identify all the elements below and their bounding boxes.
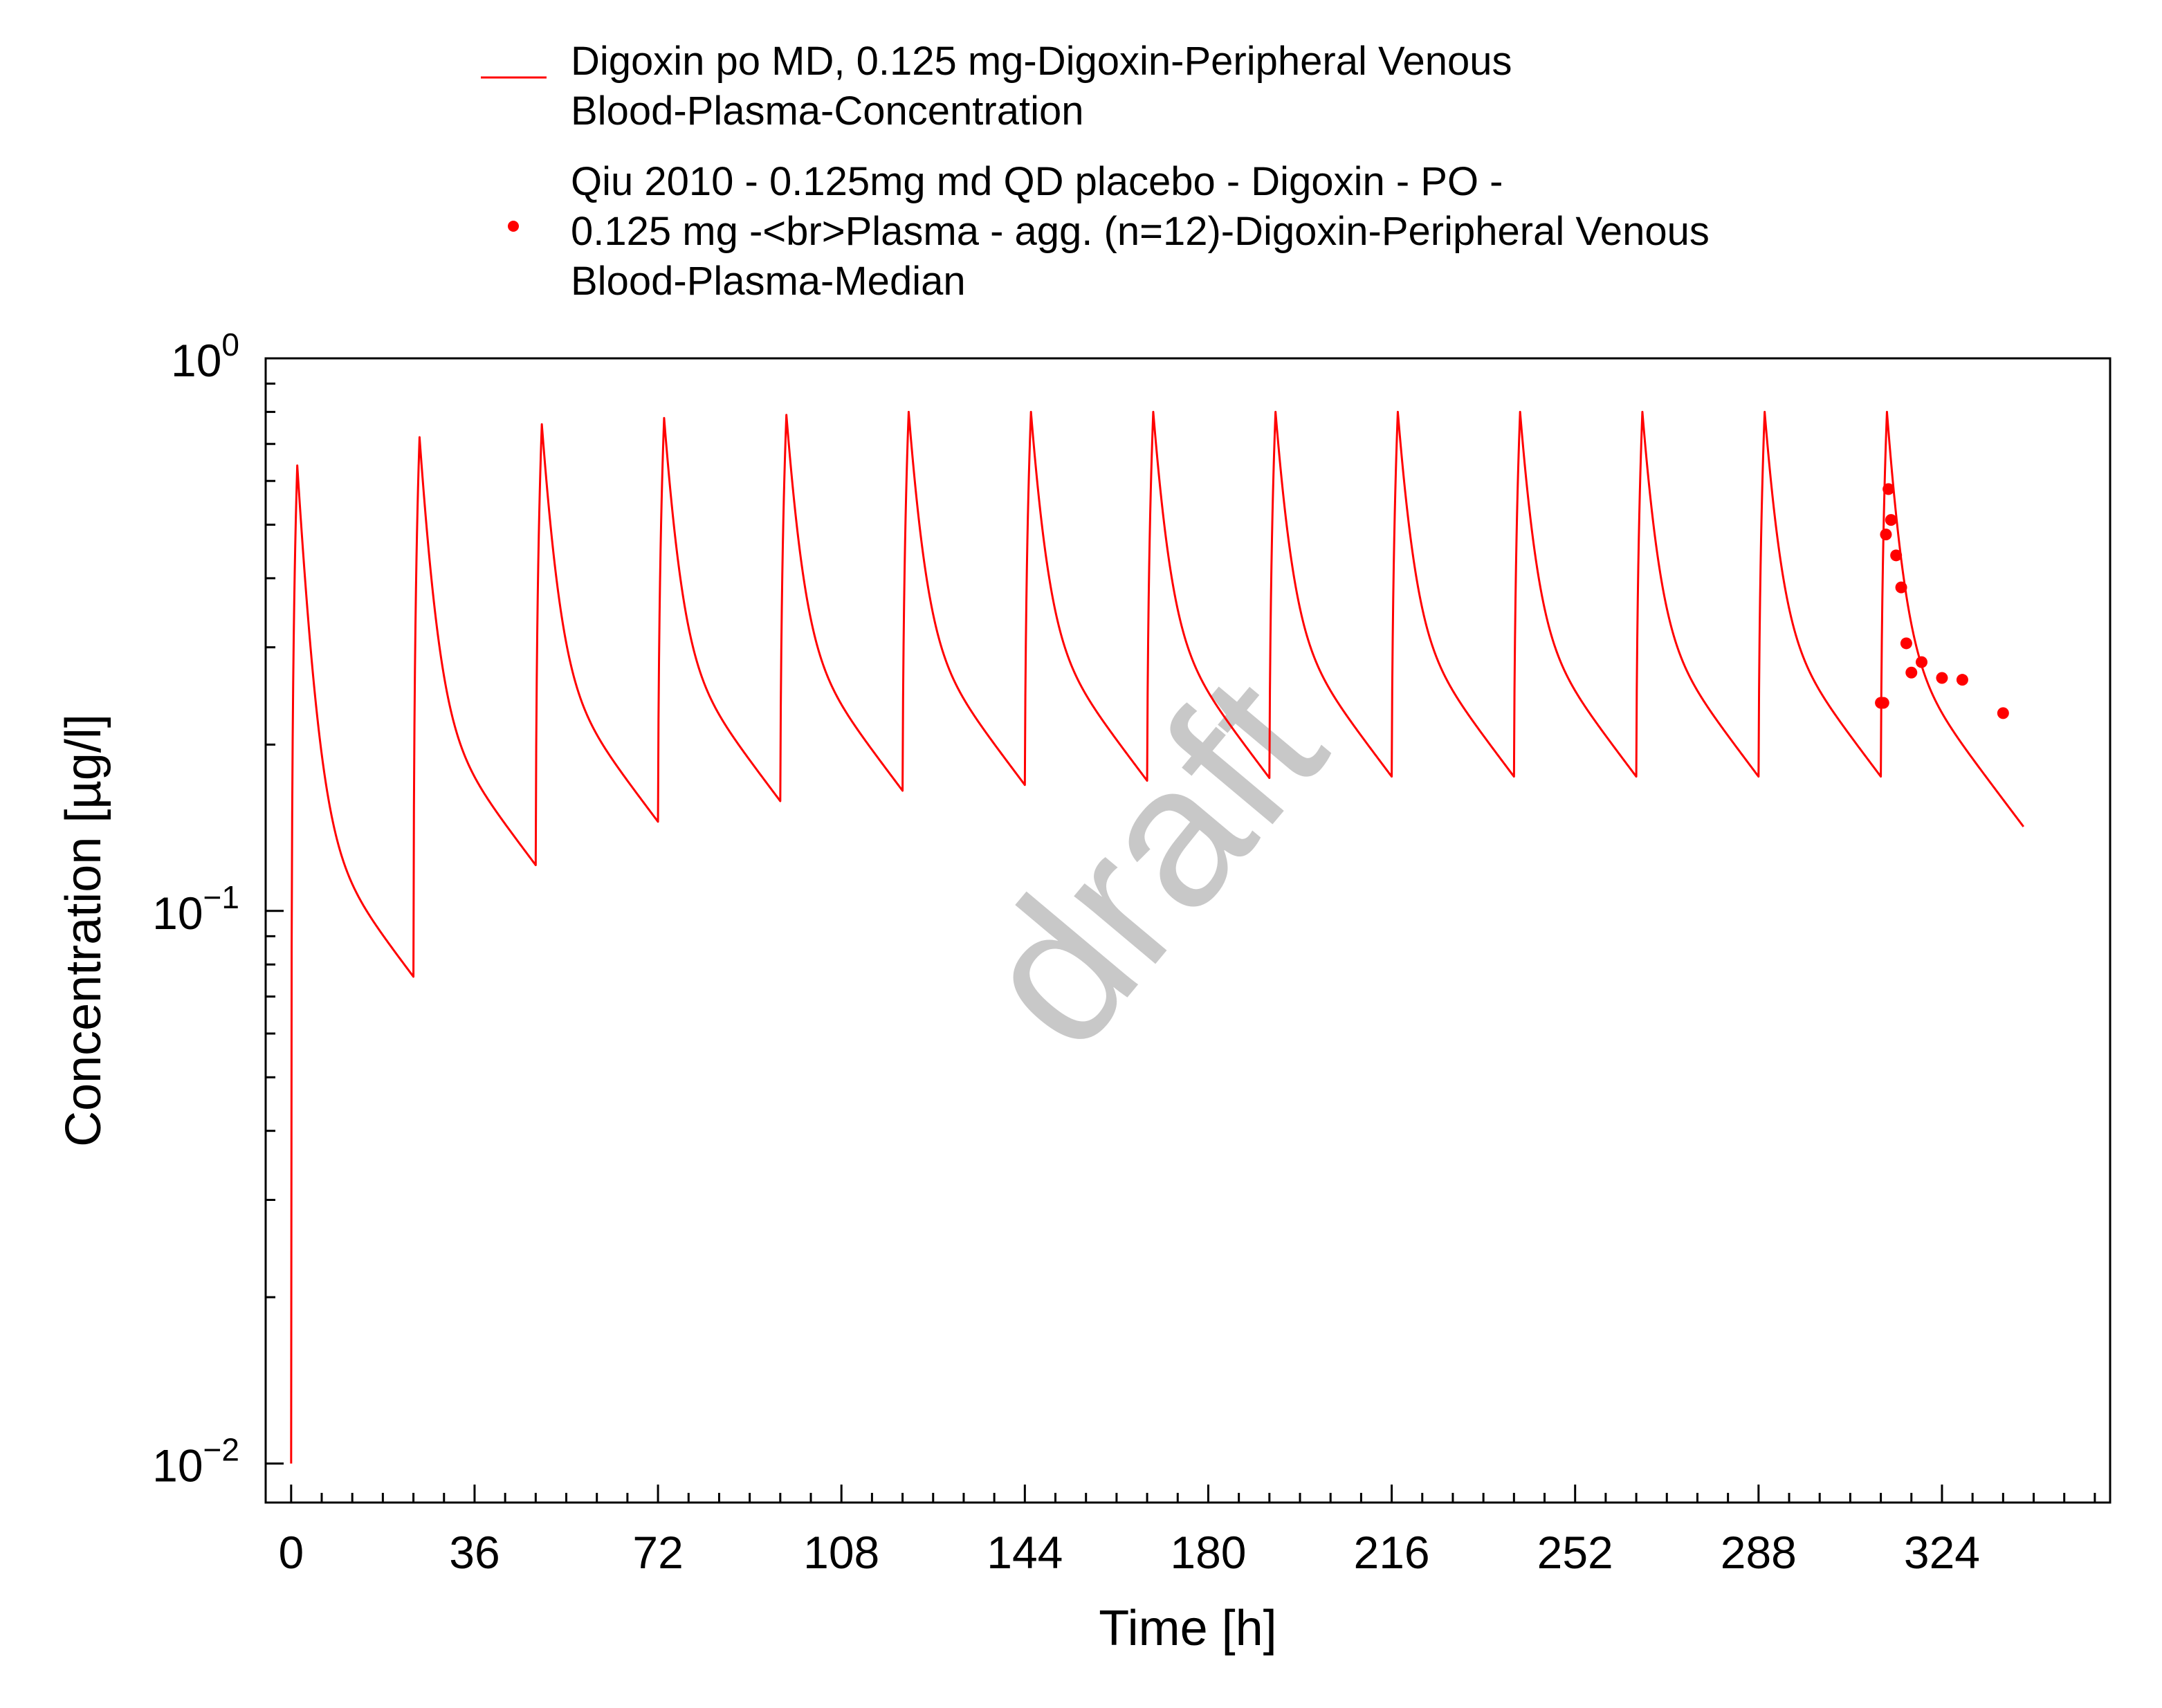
series-layer [290,410,2024,1464]
plot-area [264,357,2111,1504]
x-tick-label: 108 [803,1527,879,1578]
simulated-concentration-line [290,410,2024,1464]
x-tick-label: 180 [1170,1527,1246,1578]
observed-data-point [1877,697,1889,709]
observed-data-point [1882,483,1895,495]
observed-data-point [1916,656,1928,668]
legend-marker-swatch [508,221,519,232]
observed-data-point [1880,529,1892,541]
x-axis-label: Time [h] [1099,1601,1276,1656]
legend-entry-line-1: Digoxin po MD, 0.125 mg-Digoxin-Peripher… [571,39,1512,84]
observed-data-point [1885,514,1897,526]
y-axis-label: Concentration [µg/l] [56,714,111,1147]
legend-entry-scatter-1: Qiu 2010 - 0.125mg md QD placebo - Digox… [571,159,1503,204]
legend-entry-scatter-3: Blood-Plasma-Median [571,259,966,304]
x-tick-label: 144 [987,1527,1063,1578]
x-axis-ticks: 0 36 72 108 144 180 216 252 288 324 [278,1485,2096,1578]
observed-data-point [1890,549,1903,562]
observed-data-point [1956,674,1968,686]
x-tick-label: 288 [1721,1527,1797,1578]
observed-data-point [1936,672,1948,684]
x-tick-label: 216 [1354,1527,1430,1578]
y-axis-ticks: 100 10−1 10−2 [152,327,284,1491]
observed-data-point [1900,637,1912,650]
observed-data-point [1905,666,1918,679]
x-tick-label: 252 [1537,1527,1613,1578]
y-tick-label: 100 [171,327,239,386]
observed-data-point [1997,707,2009,719]
y-tick-label: 10−2 [152,1432,239,1491]
legend-entry-scatter-2: 0.125 mg -<br>Plasma - agg. (n=12)-Digox… [571,209,1710,254]
legend: Digoxin po MD, 0.125 mg-Digoxin-Peripher… [481,39,1710,304]
x-tick-label: 36 [449,1527,500,1578]
legend-entry-line-2: Blood-Plasma-Concentration [571,89,1083,134]
y-tick-label: 10−1 [152,879,239,939]
observed-data-point [1895,581,1907,594]
x-tick-label: 0 [278,1527,304,1578]
x-tick-label: 72 [632,1527,683,1578]
x-tick-label: 324 [1904,1527,1980,1578]
